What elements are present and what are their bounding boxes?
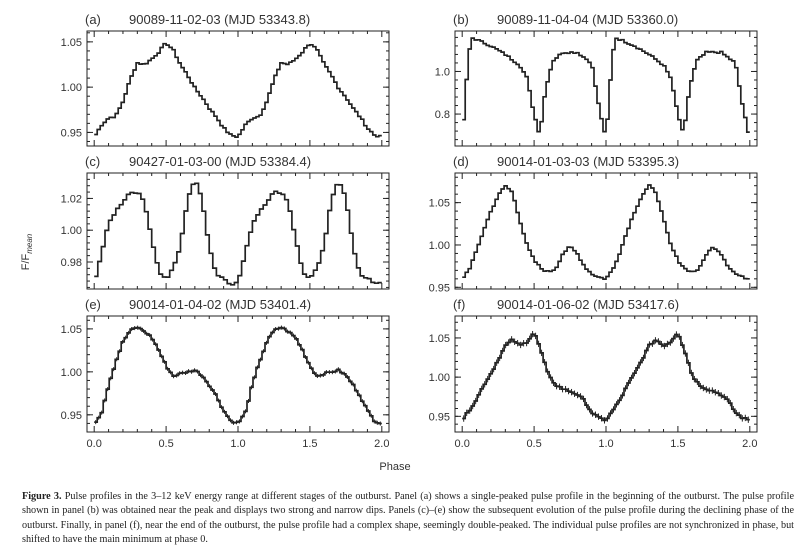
panel-a: (a) 90089-11-02-03 (MJD 53343.8) 0.95 1.00 1… — [61, 12, 390, 147]
panel-c-title: 90427-01-03-00 (MJD 53384.4) — [129, 154, 311, 169]
panel-f-ytick-label: 1.00 — [429, 372, 450, 384]
panel-d-ytick-label: 0.95 — [429, 282, 450, 294]
panel-e-ytick-label: 1.00 — [61, 367, 82, 379]
panel-e-ytick-label: 1.05 — [61, 324, 82, 336]
panel-d: (d) 90014-01-03-03 (MJD 53395.3) 0.95 1.00 1… — [429, 154, 758, 294]
panel-b-ytick-label: 1.0 — [435, 66, 450, 78]
panel-d-ytick-label: 1.00 — [429, 240, 450, 252]
panel-f-xtick-label: 1.0 — [598, 438, 613, 450]
panel-f-ytick-label: 0.95 — [429, 411, 450, 423]
panel-c-ytick-label: 1.02 — [61, 193, 82, 205]
panel-d-label: (d) — [453, 154, 469, 169]
panel-d-ytick-label: 1.05 — [429, 198, 450, 210]
panel-e-xtick-label: 0.0 — [87, 438, 102, 450]
panel-f-xtick-label: 0.0 — [455, 438, 470, 450]
caption-label: Figure 3. — [22, 491, 62, 502]
panel-d-title: 90014-01-03-03 (MJD 53395.3) — [497, 154, 679, 169]
panel-c-ytick-label: 1.00 — [61, 225, 82, 237]
panel-f-xtick-label: 0.5 — [526, 438, 541, 450]
panel-c: (c) 90427-01-03-00 (MJD 53384.4) 0.98 1.00 1… — [61, 154, 390, 290]
panel-c-label: (c) — [85, 154, 100, 169]
panel-f: (f) 90014-01-06-02 (MJD 53417.6) 0.0 0.5 1.0… — [429, 297, 758, 450]
panel-c-frame — [86, 172, 390, 290]
panel-b-ytick-label: 0.8 — [435, 109, 450, 121]
panel-a-ytick-label: 1.05 — [61, 37, 82, 49]
y-axis-label: F/Fmean — [20, 233, 34, 270]
panel-b-label: (b) — [453, 12, 469, 27]
panel-f-frame — [454, 315, 758, 433]
panel-a-ytick-label: 0.95 — [61, 127, 82, 139]
panel-f-label: (f) — [453, 297, 465, 312]
panel-f-xtick-label: 1.5 — [670, 438, 685, 450]
panel-f-ytick-label: 1.05 — [429, 333, 450, 345]
panel-e-xtick-label: 1.5 — [302, 438, 317, 450]
panel-b-profile — [462, 37, 750, 133]
panel-e-profile — [94, 326, 382, 425]
panel-e: (e) 90014-01-04-02 (MJD 53401.4) 0.0 0.5 1.0… — [61, 297, 390, 450]
panel-f-title: 90014-01-06-02 (MJD 53417.6) — [497, 297, 679, 312]
panels: (a) 90089-11-02-03 (MJD 53343.8) 0.95 1.00 1… — [61, 12, 758, 450]
panel-b: (b) 90089-11-04-04 (MJD 53360.0) 0.8 1.0 — [435, 12, 758, 147]
panel-e-ytick-label: 0.95 — [61, 410, 82, 422]
panel-e-title: 90014-01-04-02 (MJD 53401.4) — [129, 297, 311, 312]
panel-c-ytick-label: 0.98 — [61, 257, 82, 269]
figure-caption: Figure 3. Pulse profiles in the 3–12 keV… — [22, 490, 794, 548]
panel-f-xtick-label: 2.0 — [742, 438, 757, 450]
panel-a-title: 90089-11-02-03 (MJD 53343.8) — [129, 12, 310, 27]
panel-e-xtick-label: 1.0 — [230, 438, 245, 450]
panel-b-title: 90089-11-04-04 (MJD 53360.0) — [497, 12, 678, 27]
panel-e-label: (e) — [85, 297, 101, 312]
panel-a-label: (a) — [85, 12, 101, 27]
x-axis-label: Phase — [379, 461, 410, 473]
panel-a-frame — [86, 30, 390, 147]
panel-c-profile — [94, 182, 382, 286]
panel-e-xtick-label: 0.5 — [158, 438, 173, 450]
panel-e-xtick-label: 2.0 — [374, 438, 389, 450]
panel-d-profile — [462, 184, 750, 280]
caption-text: Pulse profiles in the 3–12 keV energy ra… — [22, 491, 794, 546]
panel-a-ytick-label: 1.00 — [61, 82, 82, 94]
panel-a-profile — [94, 42, 382, 138]
figure-canvas: (a) 90089-11-02-03 (MJD 53343.8) 0.95 1.00 1… — [20, 12, 758, 473]
